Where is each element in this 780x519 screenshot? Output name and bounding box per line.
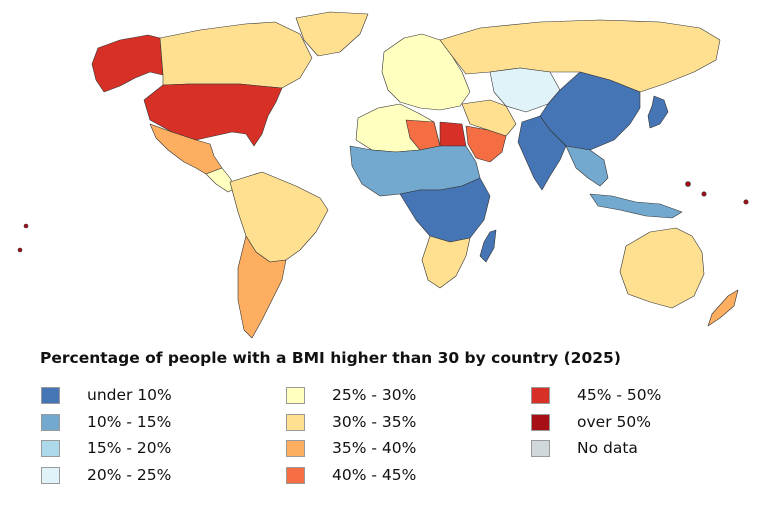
region-india[interactable]	[517, 115, 567, 191]
region-new-zealand[interactable]	[707, 289, 739, 327]
legend-swatch	[41, 439, 60, 457]
region-madagascar[interactable]	[479, 229, 497, 263]
region-pacific-island[interactable]	[685, 181, 691, 187]
legend-swatch	[41, 386, 60, 404]
legend-label: over 50%	[577, 413, 651, 431]
world-map	[17, 11, 749, 339]
legend-swatch	[286, 413, 305, 431]
region-middle-east[interactable]	[461, 99, 517, 137]
region-argentina[interactable]	[237, 235, 287, 339]
legend-item: over 50%	[531, 412, 651, 432]
region-central-africa[interactable]	[399, 177, 491, 243]
legend-item: No data	[531, 438, 638, 458]
region-pacific-island[interactable]	[17, 247, 23, 253]
region-alaska[interactable]	[91, 34, 164, 93]
region-australia[interactable]	[619, 227, 705, 309]
legend-item: 25% - 30%	[286, 385, 416, 405]
legend-swatch	[531, 439, 550, 457]
legend-label: 20% - 25%	[87, 466, 172, 484]
map-title: Percentage of people with a BMI higher t…	[40, 349, 621, 367]
region-japan[interactable]	[647, 95, 669, 129]
region-pacific-island[interactable]	[701, 191, 707, 197]
region-europe[interactable]	[381, 33, 471, 111]
legend-item: 30% - 35%	[286, 412, 416, 432]
legend-label: 40% - 45%	[332, 466, 417, 484]
region-southeast-asia[interactable]	[565, 145, 609, 187]
legend-item: 10% - 15%	[41, 412, 171, 432]
region-egypt[interactable]	[439, 121, 467, 147]
legend-label: 35% - 40%	[332, 439, 417, 457]
legend-label: 15% - 20%	[87, 439, 172, 457]
legend-item: 15% - 20%	[41, 438, 171, 458]
region-greenland[interactable]	[295, 11, 369, 57]
legend-swatch	[531, 386, 550, 404]
region-southern-africa[interactable]	[421, 235, 471, 289]
legend-label: 25% - 30%	[332, 386, 417, 404]
region-pacific-island[interactable]	[743, 199, 749, 205]
legend-item: 20% - 25%	[41, 465, 171, 485]
region-saudi-arabia[interactable]	[465, 125, 507, 163]
region-pacific-island[interactable]	[23, 223, 29, 229]
legend-label: 30% - 35%	[332, 413, 417, 431]
legend-label: 45% - 50%	[577, 386, 662, 404]
legend-swatch	[531, 413, 550, 431]
legend-swatch	[286, 386, 305, 404]
legend-item: 40% - 45%	[286, 465, 416, 485]
legend-swatch	[286, 439, 305, 457]
legend-item: 35% - 40%	[286, 438, 416, 458]
legend-item: 45% - 50%	[531, 385, 661, 405]
legend-swatch	[286, 466, 305, 484]
region-canada[interactable]	[159, 21, 313, 89]
legend-label: 10% - 15%	[87, 413, 172, 431]
region-indonesia[interactable]	[589, 193, 683, 219]
legend-item: under 10%	[41, 385, 172, 405]
legend-label: under 10%	[87, 386, 172, 404]
legend-swatch	[41, 466, 60, 484]
legend-label: No data	[577, 439, 638, 457]
legend-swatch	[41, 413, 60, 431]
region-united-states[interactable]	[143, 83, 283, 147]
